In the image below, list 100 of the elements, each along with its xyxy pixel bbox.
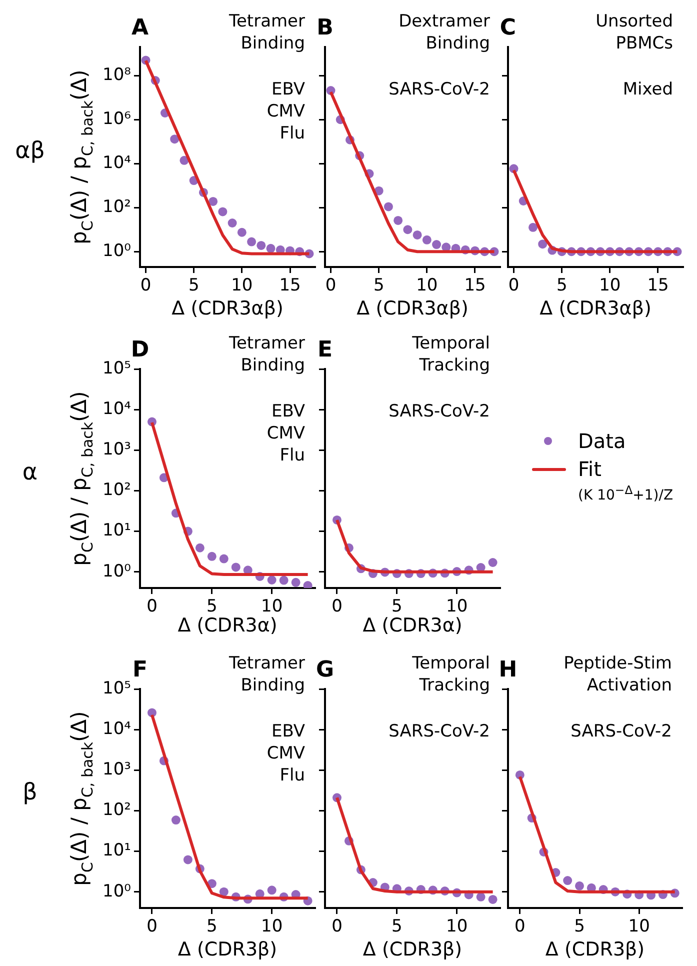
x-tick-label: 5 [206,916,218,937]
x-axis-title: Δ (CDR3β) [178,938,278,961]
text: α [22,459,38,486]
y-tick-label: 10³ [102,760,131,780]
point [219,887,228,896]
x-tick-label: 15 [647,276,669,296]
annotation: SARS-CoV-2 [570,721,672,742]
x-axis-title: Δ (CDR3αβ) [356,298,468,320]
x-tick-label: 15 [279,276,301,296]
x-tick-label: 10 [231,276,253,296]
chart-title: E [317,338,333,363]
point [563,876,572,886]
y-tick-label: 10⁵ [102,678,131,698]
point [195,543,204,552]
annotation: EBV CMV Flu [266,401,306,466]
y-tick-label: 10² [102,480,131,500]
x-tick-label: 10 [446,596,468,617]
x-tick-label: 10 [446,916,468,937]
y-axis-title: pC(Δ) / pC, back(Δ) [67,391,96,566]
x-tick-label: 10 [628,916,650,937]
y-tick-label: 10⁴ [102,153,132,174]
y-tick-label: 10⁶ [102,109,132,130]
point [432,240,442,250]
point [403,225,412,234]
x-tick-label: 5 [392,596,402,617]
point [422,235,432,244]
point [208,196,218,206]
y-tick-label: 10⁰ [102,881,132,902]
annotation: Dextramer Binding [398,11,490,54]
text: β [22,779,38,806]
point [575,881,584,890]
point [488,894,498,904]
chart-title: C [500,16,516,41]
annotation: Temporal Tracking [411,333,490,376]
x-axis-title: Δ (CDR3α) [178,614,278,637]
x-tick-label: 15 [464,276,486,296]
chart-title: H [498,658,518,683]
x-tick-label: 5 [392,916,402,937]
annotation: SARS-CoV-2 [388,721,490,742]
y-tick-label: 10⁰ [102,561,132,582]
annotation: Tetramer Binding [228,653,305,696]
x-axis-title: Δ (CDR3αβ) [172,298,284,320]
y-axis-title: pC(Δ) / pC, back(Δ) [67,711,96,886]
x-tick-label: 5 [373,276,384,296]
annotation: EBV CMV Flu [266,721,306,786]
point [384,202,393,212]
point [256,240,266,250]
x-tick-label: 0 [146,596,158,617]
point [528,222,538,232]
x-tick-label: 10 [261,916,283,937]
point [228,218,237,228]
y-tick-label: 10¹ [102,840,131,861]
annotation: SARS-CoV-2 [388,79,490,100]
y-tick-label: 10⁴ [102,718,132,739]
legend-label: Data [578,429,626,453]
x-tick-label: 10 [261,596,283,617]
point [170,134,180,144]
chart-title: A [131,16,149,41]
chart-title: D [130,338,150,363]
point [218,207,228,216]
x-tick-label: 0 [146,916,158,937]
y-tick-label: 10⁰ [102,241,132,262]
point [219,554,228,564]
point [538,240,548,249]
point [183,855,192,864]
chart-title: F [132,658,148,683]
point [488,558,498,568]
legend-label: Fit (K 10$^{−Δ}$+1)/Z [578,457,674,505]
x-tick-label: 5 [556,276,568,296]
annotation: Mixed [622,79,673,100]
y-tick-label: 10² [102,800,131,820]
x-tick-label: 0 [508,276,520,296]
x-axis-title: Δ (CDR3β) [362,938,462,961]
x-tick-label: 0 [514,916,526,937]
point [266,244,276,253]
y-tick-label: 10³ [102,440,131,460]
x-tick-label: 5 [574,916,585,937]
annotation: Unsorted PBMCs [596,11,674,54]
x-axis-title: Δ (CDR3α) [362,614,462,637]
chart-title: B [316,16,334,41]
annotation: Peptide-Stim Activation [564,653,672,696]
annotation: Tetramer Binding [228,11,305,54]
y-tick-label: 10⁵ [102,358,131,378]
y-axis-title: pC(Δ) / pC, back(Δ) [67,70,96,244]
point [171,816,180,825]
x-tick-label: 5 [206,596,218,617]
x-tick-label: 0 [332,916,342,937]
point [267,575,276,584]
annotation: EBV CMV Flu [266,79,306,144]
y-tick-label: 10² [102,197,131,218]
point [412,230,422,240]
x-tick-label: 0 [325,276,336,296]
point [394,216,403,225]
point [291,578,300,587]
annotation: Tetramer Binding [228,333,305,376]
x-tick-label: 10 [599,276,621,296]
y-tick-label: 10⁴ [102,398,132,419]
chart-title: G [316,658,334,683]
x-tick-label: 0 [332,596,342,617]
y-tick-label: 10¹ [102,520,131,541]
